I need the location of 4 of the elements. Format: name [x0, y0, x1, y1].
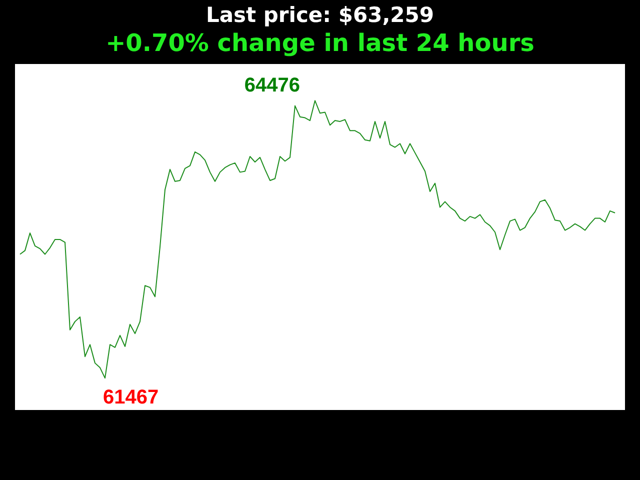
chart-subtitle: +0.70% change in last 24 hours: [104, 28, 536, 59]
chart-title: Last price: $63,259: [204, 2, 436, 29]
data-label: 64476: [244, 74, 300, 97]
data-label: 61467: [103, 386, 159, 409]
